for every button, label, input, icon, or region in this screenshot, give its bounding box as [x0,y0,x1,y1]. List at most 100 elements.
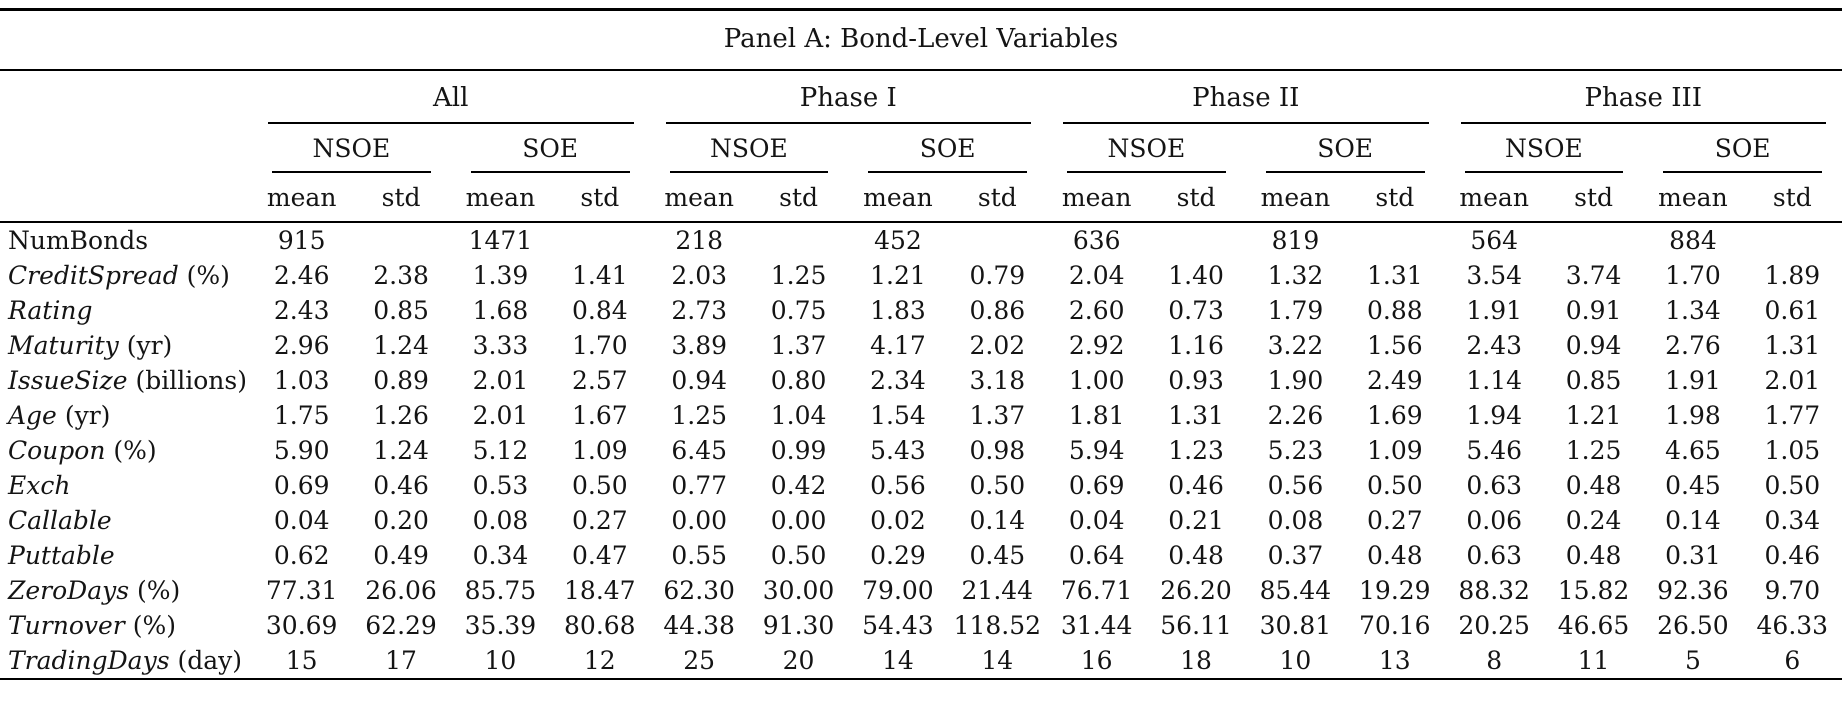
table-header: Panel A: Bond-Level Variables All Phase I… [0,8,1842,223]
cell-value: 0.08 [1267,506,1324,535]
stat-header-std: std [1742,173,1842,223]
cell-value: 5.12 [472,436,529,465]
cell-value: 0.29 [870,541,926,570]
cell-value: 218 [675,226,724,255]
cell-value: 4.17 [870,331,926,360]
stat-header-mean: mean [1245,173,1346,223]
table-row: Maturity (yr) 2.96 1.24 3.33 1.70 3.89 1.37 4.1… [0,328,1842,363]
variable-name: CreditSpread [8,261,179,290]
cell-value: 884 [1669,226,1717,255]
cell-value: 2.92 [1068,331,1125,360]
cell-value: 0.00 [671,506,728,535]
cell-value: 0.50 [1366,471,1423,500]
stat-header-std: std [1146,173,1246,223]
cell-value [1743,222,1842,258]
cell-value: 0.73 [1168,296,1224,325]
cell-value: 1.21 [1565,401,1622,430]
variable-name: NumBonds [8,226,149,255]
variable-name: ZeroDays [8,576,130,605]
stat-header-mean: mean [450,173,551,223]
cell-value: 2.02 [969,331,1026,360]
variable-name: Age [8,401,57,430]
cell-value: 0.63 [1466,541,1523,570]
cell-value: 1.03 [273,366,330,395]
cell-value: 0.34 [472,541,529,570]
stat-header-mean: mean [1047,173,1147,223]
cell-value: 1.31 [1764,331,1821,360]
table-row: Puttable 0.62 0.49 0.34 0.47 0.55 0.50 0.29 0.45… [0,538,1842,573]
cell-value: 30.81 [1259,611,1332,640]
subgroup-header-soe: SOE [451,124,650,173]
cell-value: 0.14 [969,506,1026,535]
variable-unit: (%) [113,436,157,465]
cell-value: 0.50 [1764,471,1821,500]
group-header-label: All [268,83,634,124]
variable-unit: (yr) [64,401,111,430]
stat-header-mean: mean [1643,173,1743,223]
cell-value: 0.45 [1665,471,1721,500]
cell-value: 0.08 [472,506,529,535]
row-label: Rating [0,293,252,328]
cell-value [948,222,1047,258]
cell-value: 12 [583,646,616,675]
stat-header-std: std [351,173,451,223]
cell-value: 62.30 [663,576,735,605]
cell-value: 0.94 [671,366,728,395]
cell-value: 1.31 [1366,261,1423,290]
table-row: ZeroDays (%) 77.31 26.06 85.75 18.47 62.30 30.… [0,573,1842,608]
group-header-phase-ii: Phase II [1047,70,1445,124]
cell-value: 1.89 [1764,261,1821,290]
cell-value: 0.56 [870,471,926,500]
table-row: Age (yr) 1.75 1.26 2.01 1.67 1.25 1.04 1.54 1.37… [0,398,1842,433]
header-stub [0,70,252,124]
cell-value: 0.79 [969,261,1026,290]
cell-value: 0.99 [770,436,827,465]
cell-value: 2.26 [1267,401,1324,430]
cell-value: 85.44 [1259,576,1332,605]
variable-unit: (%) [137,576,181,605]
cell-value: 8 [1486,646,1503,675]
cell-value: 6 [1784,646,1801,675]
subgroup-header-nsoe: NSOE [1445,124,1644,173]
variable-name: TradingDays [8,646,170,675]
cell-value: 0.42 [770,471,827,500]
cell-value: 0.46 [1764,541,1821,570]
cell-value: 0.49 [373,541,429,570]
cell-value: 30.00 [762,576,835,605]
cell-value: 13 [1378,646,1411,675]
stat-header-std: std [748,173,849,223]
header-stub [0,124,252,173]
cell-value: 0.64 [1068,541,1125,570]
table-row: Turnover (%) 30.69 62.29 35.39 80.68 44.38 91.… [0,608,1842,643]
cell-value: 1.25 [770,261,827,290]
cell-value: 1.04 [770,401,827,430]
cell-value: 0.46 [373,471,429,500]
variable-name: Callable [8,506,112,535]
cell-value: 0.34 [1764,506,1821,535]
cell-value: 5.90 [273,436,330,465]
table-row: NumBonds 915 1471 218 452 636 819 564 884 [0,222,1842,258]
cell-value: 30.69 [265,611,338,640]
cell-value: 0.00 [770,506,827,535]
subgroup-header-soe: SOE [1643,124,1842,173]
cell-value: 46.33 [1756,611,1829,640]
cell-value: 18.47 [564,576,636,605]
cell-value: 0.04 [1068,506,1125,535]
cell-value: 11 [1577,646,1610,675]
cell-value: 0.50 [770,541,827,570]
variable-unit: (day) [177,646,243,675]
row-label: Puttable [0,538,252,573]
cell-value: 0.46 [1168,471,1224,500]
subgroup-header-label: NSOE [669,134,829,173]
variable-name: Exch [8,471,71,500]
cell-value: 1.25 [671,401,728,430]
cell-value: 9.70 [1764,576,1821,605]
variable-name: Rating [8,296,93,325]
cell-value: 5.46 [1466,436,1523,465]
table-body: NumBonds 915 1471 218 452 636 819 564 884 CreditS… [0,222,1842,679]
cell-value: 564 [1470,226,1519,255]
cell-value: 0.45 [969,541,1026,570]
stat-header-row: mean std mean std mean std mean std mean std mean s… [0,173,1842,223]
header-stub [0,173,252,223]
cell-value: 0.48 [1366,541,1423,570]
